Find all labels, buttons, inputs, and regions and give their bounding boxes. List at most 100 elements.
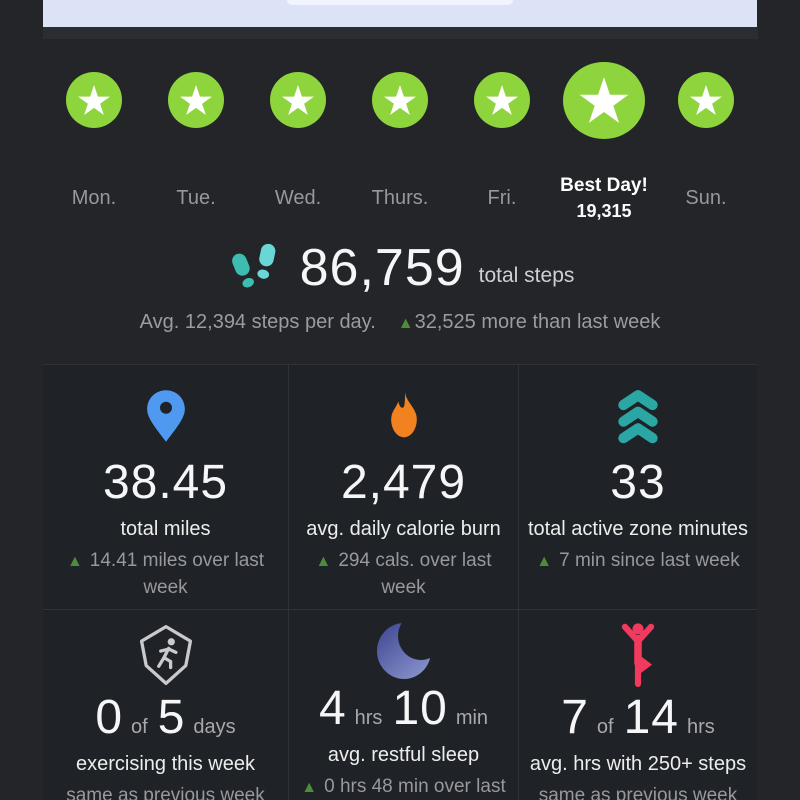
day-item-sun: Sun. <box>655 60 757 226</box>
exercise-days-value: 0 of 5 days <box>95 694 235 742</box>
day-badge-wrap <box>678 60 734 140</box>
increase-triangle-icon: ▲ <box>315 553 332 570</box>
day-label: Fri. <box>487 186 517 209</box>
miles-value: 38.45 <box>102 456 229 509</box>
sleep-label: avg. restful sleep <box>327 744 480 767</box>
runner-glyph <box>156 638 178 670</box>
active-hours-current: 7 <box>561 691 589 744</box>
exercise-delta: same as previous week <box>66 785 265 800</box>
active-hours-label: avg. hrs with 250+ steps <box>529 753 747 775</box>
exercise-days-current: 0 <box>95 691 124 744</box>
increase-triangle-icon: ▲ <box>301 779 318 797</box>
day-item-mon: Mon. <box>43 60 145 226</box>
azm-value: 33 <box>610 456 666 509</box>
active-hours-unit: hrs <box>686 716 715 738</box>
day-item-best-day: Best Day! 19,315 <box>553 60 655 226</box>
sleep-hours-unit: hrs <box>354 707 383 730</box>
calories-label: avg. daily calorie burn <box>306 518 501 540</box>
sleep-delta-text: 0 hrs 48 min over last <box>324 776 506 798</box>
steps-delta-text: 32,525 more than last week <box>414 311 661 334</box>
day-item-tue: Tue. <box>145 60 247 226</box>
overlay-card-edge <box>43 0 757 27</box>
best-day-star-badge <box>563 61 645 139</box>
miles-delta: ▲ 14.41 miles over last week <box>43 548 288 601</box>
star-badge <box>678 72 734 128</box>
exercise-label: exercising this week <box>76 753 255 775</box>
day-badge-wrap <box>66 60 122 140</box>
day-badge-wrap <box>474 60 530 140</box>
azm-delta-text: 7 min since last week <box>559 550 740 571</box>
star-badge <box>474 72 530 128</box>
active-hours-value: 7 of 14 hrs <box>561 694 715 742</box>
exercise-badge-icon <box>139 624 192 686</box>
sleep-delta: ▲ 0 hrs 48 min over last <box>293 774 513 800</box>
exercise-days-unit: days <box>193 716 236 738</box>
chevrons-up-icon <box>618 390 658 444</box>
active-person-icon <box>621 623 655 687</box>
star-badge <box>66 72 122 128</box>
sleep-minutes-unit: min <box>455 707 489 730</box>
day-label: Thurs. <box>371 186 429 209</box>
day-item-fri: Fri. <box>451 60 553 226</box>
active-hours-goal: 14 <box>623 691 679 744</box>
star-icon <box>486 85 518 115</box>
star-badge <box>372 72 428 128</box>
sleep-minutes: 10 <box>392 682 448 736</box>
star-icon <box>579 77 629 123</box>
star-icon <box>180 85 212 115</box>
card-restful-sleep: 4 hrs 10 min avg. restful sleep ▲ 0 hrs 4… <box>288 609 518 800</box>
steps-average-line: Avg. 12,394 steps per day. ▲32,525 more t… <box>0 311 800 334</box>
calories-delta: ▲ 294 cals. over last week <box>289 548 518 601</box>
sleep-value: 4 hrs 10 min <box>319 685 488 733</box>
header-divider-strip <box>43 27 758 39</box>
miles-delta-text: 14.41 miles over last week <box>89 550 265 598</box>
increase-triangle-icon: ▲ <box>66 553 83 570</box>
day-label: Tue. <box>176 186 216 209</box>
calories-value: 2,479 <box>340 456 467 509</box>
day-badge-wrap <box>372 60 428 140</box>
card-exercise-days: 0 of 5 days exercising this week same as… <box>43 609 288 800</box>
footprints-icon <box>231 243 275 288</box>
active-hours-delta: same as previous week <box>538 785 738 800</box>
flame-icon <box>390 392 417 438</box>
week-star-row: Mon. Tue. Wed. Thurs. Fri. Best Day! 19,… <box>43 60 757 226</box>
stats-grid: 38.45 total miles ▲ 14.41 miles over last… <box>43 364 757 800</box>
miles-label: total miles <box>120 518 211 540</box>
star-icon <box>690 85 722 115</box>
sleep-hours: 4 <box>318 682 347 736</box>
day-item-wed: Wed. <box>247 60 349 226</box>
azm-label: total active zone minutes <box>527 518 749 540</box>
best-day-title: Best Day! <box>560 174 648 196</box>
star-icon <box>282 85 314 115</box>
increase-triangle-icon: ▲ <box>397 315 414 333</box>
total-steps-unit: total steps <box>478 264 575 288</box>
exercise-days-of: of <box>131 716 148 738</box>
overlay-card-notch <box>287 0 513 5</box>
azm-delta: ▲ 7 min since last week <box>528 548 747 575</box>
steps-average-text: Avg. 12,394 steps per day. <box>139 311 376 334</box>
increase-triangle-icon: ▲ <box>536 553 553 570</box>
exercise-days-goal: 5 <box>157 691 186 744</box>
day-badge-wrap <box>563 60 645 140</box>
day-label: Wed. <box>274 186 322 209</box>
location-pin-icon <box>146 390 185 442</box>
star-icon <box>384 85 416 115</box>
star-badge <box>168 72 224 128</box>
total-steps-summary: 86,759 total steps Avg. 12,394 steps per… <box>0 239 800 334</box>
day-label: Sun. <box>685 186 727 209</box>
day-item-thurs: Thurs. <box>349 60 451 226</box>
star-icon <box>78 85 110 115</box>
moon-icon <box>376 611 444 679</box>
total-steps-value: 86,759 <box>299 239 465 297</box>
day-label: Mon. <box>71 186 117 209</box>
calories-delta-text: 294 cals. over last week <box>338 550 492 598</box>
best-day-steps: 19,315 <box>576 200 632 221</box>
card-total-miles: 38.45 total miles ▲ 14.41 miles over last… <box>43 365 288 609</box>
card-calorie-burn: 2,479 avg. daily calorie burn ▲ 294 cals.… <box>288 365 518 609</box>
day-badge-wrap <box>168 60 224 140</box>
star-badge <box>270 72 326 128</box>
card-active-zone-minutes: 33 total active zone minutes ▲ 7 min sinc… <box>518 365 757 609</box>
card-active-hours: 7 of 14 hrs avg. hrs with 250+ steps sam… <box>518 609 757 800</box>
active-hours-of: of <box>596 716 614 738</box>
day-badge-wrap <box>270 60 326 140</box>
